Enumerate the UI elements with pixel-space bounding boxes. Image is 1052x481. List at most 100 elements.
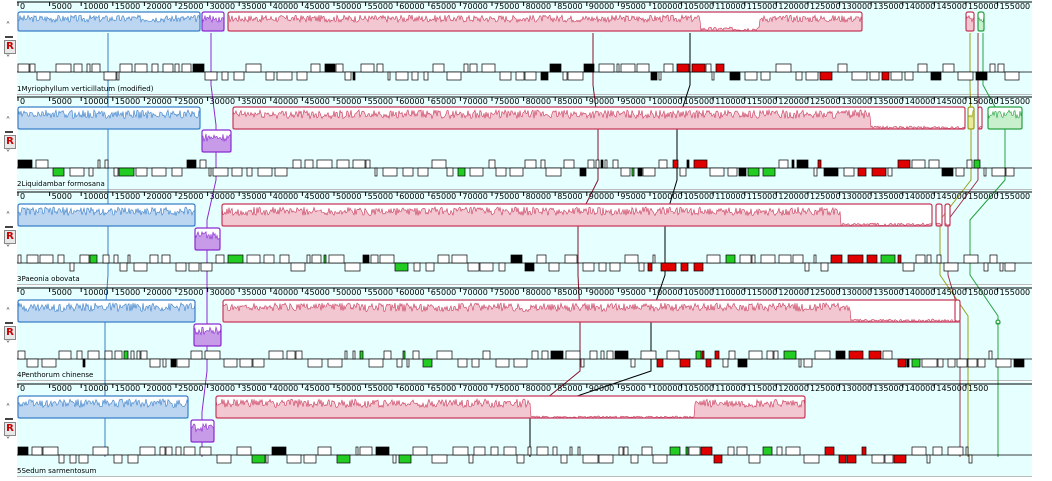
ruler-tick-label: 105000 bbox=[684, 97, 715, 106]
gene-feature bbox=[928, 159, 940, 169]
gene-feature bbox=[713, 454, 723, 464]
ruler-tick-label: 80000 bbox=[526, 288, 551, 297]
gene-feature bbox=[323, 254, 327, 264]
gene-feature bbox=[245, 63, 262, 73]
gene-feature bbox=[316, 159, 333, 169]
ruler-tick-label: 155000 bbox=[1000, 192, 1031, 201]
minus-icon[interactable] bbox=[5, 131, 13, 133]
chevron-down-icon[interactable]: ˅ bbox=[5, 54, 11, 65]
lcb-block-outline bbox=[190, 419, 215, 443]
gene-feature bbox=[344, 262, 361, 272]
gene-feature bbox=[956, 358, 968, 368]
gene-feature bbox=[541, 350, 549, 360]
gene-feature bbox=[890, 71, 903, 81]
lcb-similarity-profile bbox=[221, 206, 933, 227]
minus-icon[interactable] bbox=[5, 36, 13, 38]
ruler-tick-label: 115000 bbox=[747, 2, 778, 11]
gene-feature bbox=[612, 159, 619, 169]
gene-feature bbox=[824, 446, 835, 456]
gene-feature bbox=[563, 159, 575, 169]
chevron-down-icon[interactable]: ˅ bbox=[5, 340, 11, 351]
ruler-tick-label: 30000 bbox=[210, 384, 235, 393]
reset-button[interactable]: R bbox=[4, 40, 16, 54]
minus-icon[interactable] bbox=[5, 226, 13, 228]
gene-feature bbox=[760, 254, 776, 264]
ruler-tick-label: 95000 bbox=[620, 97, 645, 106]
reset-button[interactable]: R bbox=[4, 422, 16, 436]
gene-feature bbox=[679, 167, 687, 177]
lcb-similarity-profile bbox=[222, 302, 958, 323]
gene-feature bbox=[709, 167, 725, 177]
ruler-tick-label: 105000 bbox=[684, 192, 715, 201]
ruler-tick-label: 30000 bbox=[210, 288, 235, 297]
gene-feature bbox=[88, 167, 94, 177]
lcb-block-outline bbox=[221, 203, 933, 227]
gene-feature bbox=[91, 63, 101, 73]
ruler-tick-label: 115000 bbox=[747, 97, 778, 106]
ruler-tick-label: 25000 bbox=[178, 288, 203, 297]
gene-feature bbox=[995, 358, 1012, 368]
chevron-up-icon[interactable]: ˄ bbox=[5, 211, 11, 222]
gene-feature bbox=[641, 446, 653, 456]
lcb-block-outline bbox=[17, 203, 196, 227]
gene-feature bbox=[647, 262, 653, 272]
gene-feature bbox=[722, 358, 729, 368]
chevron-up-icon[interactable]: ˄ bbox=[5, 403, 11, 414]
gene-feature bbox=[805, 71, 819, 81]
ruler-tick-label: 135000 bbox=[873, 192, 904, 201]
gene-feature bbox=[1005, 167, 1015, 177]
minus-icon[interactable] bbox=[5, 322, 13, 324]
ruler-tick-label: 50000 bbox=[336, 2, 361, 11]
chevron-up-icon[interactable]: ˄ bbox=[5, 307, 11, 318]
reset-button[interactable]: R bbox=[4, 135, 16, 149]
gene-feature bbox=[215, 254, 225, 264]
gene-feature bbox=[693, 262, 704, 272]
chevron-up-icon[interactable]: ˄ bbox=[5, 116, 11, 127]
gene-feature bbox=[336, 159, 350, 169]
gene-feature bbox=[705, 358, 712, 368]
gene-feature bbox=[837, 63, 848, 73]
gene-feature bbox=[785, 446, 801, 456]
chevron-down-icon[interactable]: ˅ bbox=[5, 149, 11, 160]
gene-feature bbox=[130, 350, 135, 360]
gene-feature bbox=[69, 262, 75, 272]
ruler-tick-label: 15000 bbox=[115, 2, 140, 11]
reset-button[interactable]: R bbox=[4, 230, 16, 244]
lcb-block-outline bbox=[977, 11, 985, 32]
gene-feature bbox=[327, 358, 343, 368]
lcb-block-outline bbox=[965, 11, 975, 32]
gene-feature bbox=[791, 159, 795, 169]
gene-feature bbox=[666, 350, 680, 360]
gene-feature bbox=[688, 446, 701, 456]
lcb-similarity-profile bbox=[194, 230, 221, 251]
gene-feature bbox=[775, 63, 792, 73]
ruler-tick-label: 45000 bbox=[304, 192, 329, 201]
chevron-down-icon[interactable]: ˅ bbox=[5, 244, 11, 255]
gene-feature bbox=[540, 71, 549, 81]
lcb-similarity-profile bbox=[193, 325, 222, 347]
gene-feature bbox=[463, 63, 469, 73]
gene-feature bbox=[481, 63, 496, 73]
right-margin bbox=[1032, 0, 1052, 481]
gene-feature bbox=[606, 350, 614, 360]
chevron-up-icon[interactable]: ˄ bbox=[5, 21, 11, 32]
ruler-tick-label: 125000 bbox=[810, 2, 841, 11]
ruler-tick-label: 50000 bbox=[336, 192, 361, 201]
gene-feature bbox=[446, 167, 454, 177]
gene-feature bbox=[268, 350, 284, 360]
gene-feature bbox=[374, 167, 378, 177]
reset-button[interactable]: R bbox=[4, 326, 16, 340]
gene-feature bbox=[871, 167, 887, 177]
gene-feature bbox=[977, 358, 986, 368]
gene-feature bbox=[471, 358, 480, 368]
minus-icon[interactable] bbox=[5, 418, 13, 420]
ruler-tick-label: 155000 bbox=[1000, 97, 1031, 106]
gene-feature bbox=[233, 71, 245, 81]
gene-feature bbox=[437, 254, 450, 264]
ruler-tick-label: 25000 bbox=[178, 384, 203, 393]
gene-feature bbox=[412, 350, 420, 360]
chevron-down-icon[interactable]: ˅ bbox=[5, 436, 11, 447]
gene-feature bbox=[638, 262, 645, 272]
gene-feature bbox=[813, 254, 817, 264]
